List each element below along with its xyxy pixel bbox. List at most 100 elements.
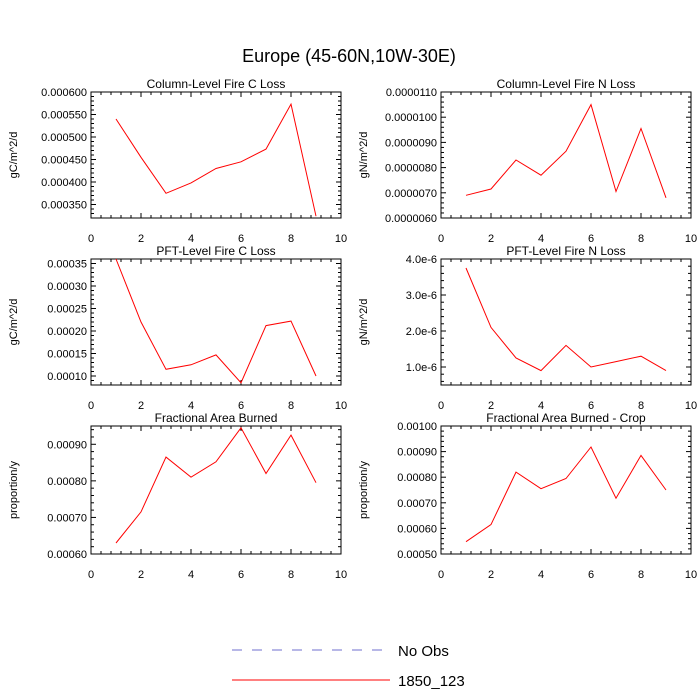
x-tick-label: 2	[488, 233, 494, 245]
y-axis-label: proportion/y	[358, 460, 370, 519]
x-tick-label: 4	[188, 569, 194, 581]
x-tick-label: 10	[335, 569, 347, 581]
y-tick-label: 0.00060	[397, 523, 437, 535]
x-tick-label: 10	[685, 233, 697, 245]
series-line	[115, 102, 317, 217]
x-tick-label: 6	[238, 569, 244, 581]
y-tick-label: 0.00030	[47, 281, 87, 293]
y-tick-label: 0.000600	[41, 87, 87, 99]
y-tick-label: 3.0e-6	[406, 290, 437, 302]
y-tick-label: 0.0000100	[385, 112, 437, 124]
x-tick-label: 0	[88, 569, 94, 581]
x-tick-label: 8	[288, 233, 294, 245]
x-tick-label: 6	[238, 233, 244, 245]
x-tick-label: 10	[335, 400, 347, 412]
plot-frame	[440, 425, 692, 555]
x-tick-label: 4	[188, 400, 194, 412]
y-tick-label: 0.0000090	[385, 137, 437, 149]
y-tick-label: 0.00090	[47, 439, 87, 451]
y-tick-label: 0.00015	[47, 349, 87, 361]
x-tick-label: 6	[588, 233, 594, 245]
plot-frame	[440, 258, 692, 386]
y-axis-label: proportion/y	[8, 460, 20, 519]
x-tick-label: 6	[588, 400, 594, 412]
y-tick-label: 0.00080	[47, 476, 87, 488]
plot-frame	[90, 425, 342, 555]
y-tick-label: 0.000350	[41, 200, 87, 212]
series-line	[115, 426, 317, 544]
y-tick-label: 2.0e-6	[406, 326, 437, 338]
y-tick-label: 0.00050	[397, 549, 437, 561]
y-tick-label: 0.00035	[47, 259, 87, 271]
panel-2: Column-Level Fire N Loss 0 2 4 6 8 10 0.0000060…	[358, 77, 697, 245]
y-axis-label: gC/m^2/d	[8, 132, 20, 179]
y-tick-label: 0.0000060	[385, 213, 437, 225]
y-tick-label: 4.0e-6	[406, 254, 437, 266]
x-tick-label: 0	[438, 569, 444, 581]
panel-title: Column-Level Fire N Loss	[497, 77, 636, 91]
panel-4: PFT-Level Fire N Loss 0 2 4 6 8 10 1.0e-6 2.0e-6…	[358, 244, 697, 412]
x-tick-label: 4	[538, 569, 544, 581]
y-tick-label: 0.000550	[41, 110, 87, 122]
y-tick-label: 0.00020	[47, 326, 87, 338]
panel-5: Fractional Area Burned 0 2 4 6 8 10 0.00060 0.00…	[8, 411, 347, 581]
panel-title: Fractional Area Burned - Crop	[486, 411, 646, 425]
x-tick-label: 2	[138, 400, 144, 412]
plot-frame	[440, 91, 692, 219]
legend-label-1850-123: 1850_123	[398, 673, 465, 690]
x-tick-label: 2	[138, 569, 144, 581]
y-tick-label: 0.00070	[397, 498, 437, 510]
x-tick-label: 10	[335, 233, 347, 245]
x-tick-label: 2	[488, 569, 494, 581]
x-tick-label: 0	[88, 400, 94, 412]
x-tick-label: 10	[685, 400, 697, 412]
legend-label-no-obs: No Obs	[398, 643, 449, 660]
y-axis-label: gC/m^2/d	[8, 299, 20, 346]
x-tick-label: 8	[638, 233, 644, 245]
x-tick-label: 2	[138, 233, 144, 245]
x-tick-label: 0	[438, 400, 444, 412]
y-tick-label: 0.000450	[41, 155, 87, 167]
x-tick-label: 8	[288, 400, 294, 412]
x-tick-label: 0	[438, 233, 444, 245]
y-tick-label: 0.000400	[41, 177, 87, 189]
y-tick-label: 0.00025	[47, 304, 87, 316]
x-tick-label: 8	[288, 569, 294, 581]
y-axis-label: gN/m^2/d	[358, 132, 370, 179]
y-tick-label: 0.0000110	[386, 87, 437, 99]
y-tick-label: 0.000500	[41, 132, 87, 144]
x-tick-label: 4	[538, 233, 544, 245]
panel-title: PFT-Level Fire N Loss	[506, 244, 625, 258]
series-line	[465, 103, 667, 198]
y-tick-label: 0.00100	[397, 421, 437, 433]
panel-6: Fractional Area Burned - Crop 0 2 4 6 8 10 0.00…	[358, 411, 697, 581]
y-tick-label: 0.00060	[47, 549, 87, 561]
x-tick-label: 0	[88, 233, 94, 245]
series-line	[465, 267, 667, 372]
x-tick-label: 4	[538, 400, 544, 412]
y-tick-label: 0.0000080	[385, 163, 437, 175]
x-tick-label: 6	[588, 569, 594, 581]
panel-3: PFT-Level Fire C Loss 0 2 4 6 8 10 0.00010 0.000…	[8, 244, 347, 412]
x-tick-label: 10	[685, 569, 697, 581]
x-tick-label: 8	[638, 400, 644, 412]
y-axis-label: gN/m^2/d	[358, 299, 370, 346]
series-line	[115, 258, 317, 384]
series-line	[465, 446, 667, 543]
x-tick-label: 8	[638, 569, 644, 581]
figure-title: Europe (45-60N,10W-30E)	[242, 46, 456, 66]
legend: No Obs 1850_123	[232, 643, 465, 690]
x-tick-label: 2	[488, 400, 494, 412]
panel-title: Column-Level Fire C Loss	[147, 77, 286, 91]
y-tick-label: 0.00090	[397, 447, 437, 459]
x-tick-label: 4	[188, 233, 194, 245]
panel-title: PFT-Level Fire C Loss	[156, 244, 275, 258]
y-tick-label: 1.0e-6	[406, 362, 437, 374]
y-tick-label: 0.0000070	[385, 188, 437, 200]
panel-1: Column-Level Fire C Loss 0 2 4 6 8 10 0.000350 0…	[8, 77, 347, 245]
y-tick-label: 0.00010	[47, 371, 87, 383]
y-tick-label: 0.00070	[47, 512, 87, 524]
